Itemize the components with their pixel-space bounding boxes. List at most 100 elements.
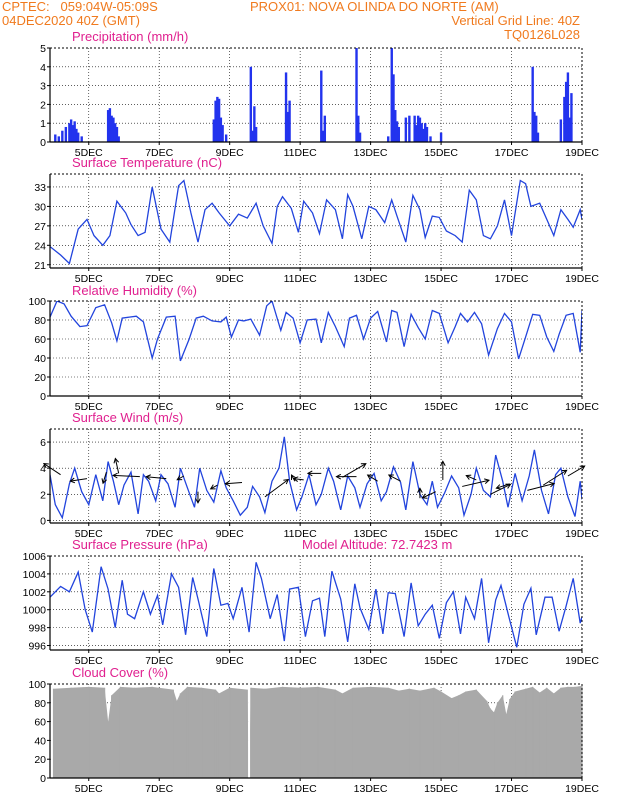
y-tick-label: 2 xyxy=(40,489,46,501)
x-tick-label: 17DEC xyxy=(495,783,529,795)
wind-arrow-head xyxy=(145,474,151,480)
precip-bar xyxy=(71,125,75,142)
x-tick-label: 15DEC xyxy=(424,528,458,540)
y-tick-label: 2 xyxy=(40,99,46,111)
precip-bar xyxy=(424,123,427,142)
cloud-cover-bar xyxy=(509,699,511,778)
wind-arrow-head xyxy=(465,474,472,480)
precip-bar xyxy=(254,126,258,142)
panel-title: Surface Wind (m/s) xyxy=(72,410,183,425)
precip-bar xyxy=(75,128,78,142)
x-tick-label: 19DEC xyxy=(565,783,599,795)
wind-arrow-shaft xyxy=(210,484,218,490)
cloud-cover-bar xyxy=(133,687,136,778)
cloud-cover-bar xyxy=(200,687,203,778)
cloud-cover-bar xyxy=(539,692,541,778)
cloud-cover-bar xyxy=(370,686,372,778)
wind-arrow-shaft xyxy=(367,474,378,482)
panel-title: Surface Temperature (nC) xyxy=(72,155,222,170)
wind-arrow-head xyxy=(387,474,394,480)
wind-arrow-shaft xyxy=(43,463,61,476)
precip-bar xyxy=(214,100,217,142)
y-tick-label: 33 xyxy=(34,182,46,194)
y-tick-label: 0 xyxy=(40,773,46,785)
x-tick-label: 7DEC xyxy=(145,655,173,667)
cloud-cover-bar xyxy=(465,691,467,778)
panel-subtitle: Model Altitude: 72.7423 m xyxy=(302,537,452,552)
precip-bar xyxy=(288,100,291,142)
precip-bar xyxy=(564,81,568,142)
precip-bar xyxy=(117,136,120,142)
header-line1-left: CPTEC: 059:04W-05:09S xyxy=(2,0,158,14)
cloud-cover-bar xyxy=(246,689,248,778)
x-tick-label: 7DEC xyxy=(145,147,173,159)
wind-arrow-head xyxy=(176,475,183,481)
cloud-cover-bar xyxy=(119,686,122,778)
precip-bar xyxy=(408,115,411,142)
cloud-cover-bar xyxy=(151,686,153,778)
x-tick-label: 13DEC xyxy=(354,655,388,667)
precip-bar xyxy=(420,123,423,142)
wind-arrow-shaft xyxy=(113,474,140,478)
cloud-cover-bar xyxy=(505,714,507,778)
y-tick-label: 30 xyxy=(34,201,46,213)
wind-arrow-shaft xyxy=(388,474,401,482)
wind-arrow-shaft xyxy=(462,479,490,487)
wind-arrow-shaft xyxy=(567,465,585,477)
wind-arrow-head xyxy=(495,484,502,490)
y-tick-label: 1002 xyxy=(23,587,47,599)
y-tick-label: 4 xyxy=(40,463,46,475)
cloud-cover-bar xyxy=(398,690,400,778)
cloud-cover-bar xyxy=(525,688,527,778)
x-tick-label: 7DEC xyxy=(145,528,173,540)
y-tick-label: 27 xyxy=(34,221,46,233)
cloud-cover-bar xyxy=(111,695,113,778)
cloud-cover-bar xyxy=(514,691,516,778)
y-tick-label: 100 xyxy=(28,296,46,308)
x-tick-label: 19DEC xyxy=(565,528,599,540)
y-tick-label: 1000 xyxy=(23,605,47,617)
precip-bar xyxy=(219,117,223,142)
precip-bar xyxy=(394,110,397,142)
wind-arrow-shaft xyxy=(176,475,185,481)
precip-bar xyxy=(249,66,253,142)
wind-arrow-shaft xyxy=(264,479,289,498)
y-tick-label: 40 xyxy=(34,353,46,365)
precip-bar xyxy=(570,93,573,142)
x-tick-label: 13DEC xyxy=(354,401,388,413)
x-tick-label: 19DEC xyxy=(565,147,599,159)
cloud-cover-bar xyxy=(475,689,477,778)
precip-bar xyxy=(390,48,393,142)
x-tick-label: 9DEC xyxy=(216,147,244,159)
wind-arrow-shaft xyxy=(342,463,367,478)
cloud-cover-bar xyxy=(317,686,319,778)
precip-bar xyxy=(110,115,113,142)
x-tick-label: 11DEC xyxy=(284,401,317,413)
precip-bar xyxy=(439,132,443,142)
cloud-cover-bar xyxy=(341,693,344,778)
precip-bar xyxy=(418,117,422,142)
wind-arrow-head xyxy=(113,457,120,464)
precip-bar xyxy=(251,130,254,142)
precip-bar xyxy=(284,72,288,142)
wind-arrow-head xyxy=(292,476,299,482)
x-tick-label: 7DEC xyxy=(145,783,173,795)
y-tick-label: 24 xyxy=(34,240,46,252)
x-tick-label: 19DEC xyxy=(565,655,599,667)
x-tick-label: 19DEC xyxy=(565,273,599,285)
cloud-cover-bar xyxy=(52,688,55,778)
precip-bar xyxy=(61,130,64,142)
cloud-cover-bar xyxy=(172,689,174,778)
precip-bar xyxy=(320,70,323,142)
cloud-cover-bar xyxy=(493,712,495,778)
wind-arrow-shaft xyxy=(293,478,304,481)
cloud-cover-bar xyxy=(88,686,90,778)
y-tick-label: 80 xyxy=(34,315,46,327)
wind-arrow-head xyxy=(209,484,216,490)
wind-arrow-head xyxy=(112,472,118,479)
x-tick-label: 15DEC xyxy=(424,401,458,413)
precip-bar xyxy=(422,128,425,142)
cloud-cover-bar xyxy=(250,687,252,778)
x-tick-label: 13DEC xyxy=(354,783,388,795)
